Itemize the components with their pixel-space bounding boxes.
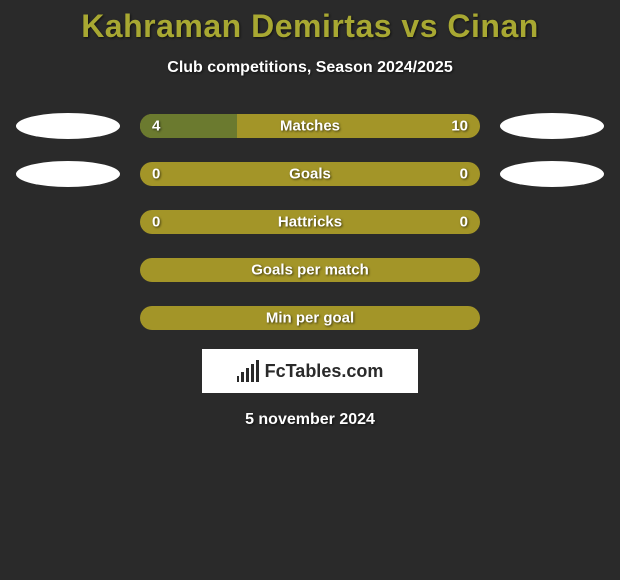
spacer bbox=[16, 305, 120, 331]
stat-label: Goals bbox=[289, 166, 331, 183]
snapshot-date: 5 november 2024 bbox=[0, 411, 620, 429]
fctables-logo: FcTables.com bbox=[202, 349, 418, 393]
stat-bar: 4 Matches 10 bbox=[140, 114, 480, 138]
stat-bar: Min per goal bbox=[140, 306, 480, 330]
stat-left-value: 4 bbox=[152, 118, 160, 135]
logo-text: FcTables.com bbox=[265, 361, 384, 382]
stat-bar: 0 Hattricks 0 bbox=[140, 210, 480, 234]
stat-right-value: 0 bbox=[460, 166, 468, 183]
comparison-title: Kahraman Demirtas vs Cinan bbox=[0, 0, 620, 45]
stat-row: 0 Goals 0 bbox=[0, 161, 620, 187]
player-right-marker bbox=[500, 161, 604, 187]
spacer bbox=[500, 209, 604, 235]
stat-label: Goals per match bbox=[251, 262, 369, 279]
stat-left-value: 0 bbox=[152, 214, 160, 231]
comparison-subtitle: Club competitions, Season 2024/2025 bbox=[0, 59, 620, 77]
player-right-marker bbox=[500, 113, 604, 139]
stat-label: Min per goal bbox=[266, 310, 354, 327]
bar-chart-icon bbox=[237, 360, 259, 382]
spacer bbox=[500, 305, 604, 331]
stat-bar: 0 Goals 0 bbox=[140, 162, 480, 186]
stat-label: Hattricks bbox=[278, 214, 342, 231]
player-left-marker bbox=[16, 113, 120, 139]
stat-row: Min per goal bbox=[0, 305, 620, 331]
stat-label: Matches bbox=[280, 118, 340, 135]
stat-left-value: 0 bbox=[152, 166, 160, 183]
spacer bbox=[16, 257, 120, 283]
stat-row: 0 Hattricks 0 bbox=[0, 209, 620, 235]
spacer bbox=[16, 209, 120, 235]
stat-right-value: 10 bbox=[451, 118, 468, 135]
spacer bbox=[500, 257, 604, 283]
stat-row: 4 Matches 10 bbox=[0, 113, 620, 139]
player-left-marker bbox=[16, 161, 120, 187]
stat-rows: 4 Matches 10 0 Goals 0 0 Hattricks 0 Goals per ma… bbox=[0, 113, 620, 331]
stat-bar: Goals per match bbox=[140, 258, 480, 282]
stat-right-value: 0 bbox=[460, 214, 468, 231]
stat-row: Goals per match bbox=[0, 257, 620, 283]
